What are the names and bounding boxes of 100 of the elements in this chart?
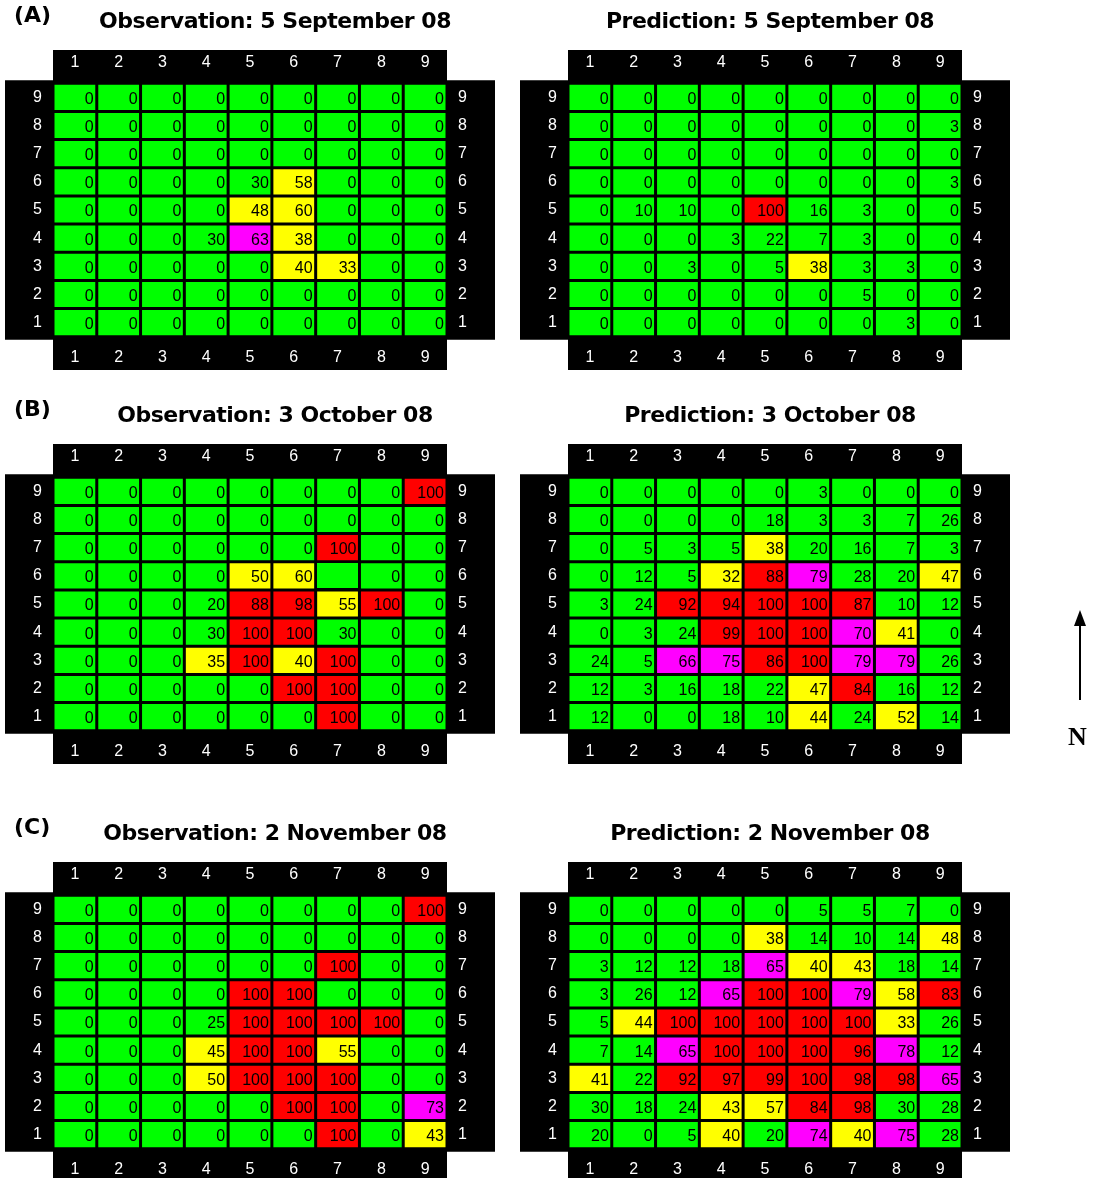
data-label: 18 (897, 958, 916, 976)
data-label: 0 (435, 1014, 445, 1032)
y-tick-label: 7 (548, 538, 558, 556)
data-label: 0 (435, 286, 445, 304)
data-label: 7 (906, 540, 916, 558)
y2-tick-label: 5 (458, 594, 467, 612)
data-label: 3 (862, 258, 872, 276)
data-label: 0 (128, 1042, 138, 1060)
data-label: 40 (853, 1127, 872, 1145)
data-label: 99 (722, 624, 741, 642)
y2-tick-label: 8 (973, 927, 982, 945)
y2-tick-label: 1 (973, 313, 982, 331)
data-label: 47 (941, 568, 960, 586)
x-tick-label: 9 (420, 865, 430, 883)
y2-tick-label: 7 (973, 956, 982, 974)
data-label: 3 (950, 117, 960, 135)
data-label: 0 (687, 901, 697, 919)
y-tick-label: 4 (548, 622, 558, 640)
category-label: 7 (848, 347, 858, 365)
category-label: 9 (935, 741, 945, 759)
y2-tick-label: 8 (458, 509, 467, 527)
text: N (1068, 722, 1087, 752)
data-label: 0 (216, 146, 226, 164)
data-label: 0 (128, 315, 138, 333)
category-label: 1 (585, 347, 595, 365)
data-label: 78 (897, 1042, 916, 1060)
data-label: 28 (941, 1127, 960, 1145)
data-label: 0 (303, 1127, 313, 1145)
x-tick-label: 1 (70, 865, 80, 883)
data-label: 26 (941, 511, 960, 529)
y-tick-label: 9 (548, 899, 558, 917)
data-label: 98 (853, 1098, 872, 1116)
y2-tick-label: 9 (973, 899, 982, 917)
data-label: 41 (590, 1070, 609, 1088)
x-tick-label: 1 (70, 53, 80, 71)
data-label: 100 (242, 1070, 269, 1088)
data-label: 0 (84, 652, 94, 670)
data-label: 100 (285, 624, 313, 642)
data-label: 0 (128, 1098, 138, 1116)
y2-tick-label: 8 (458, 115, 467, 133)
x-tick-label: 2 (629, 447, 639, 465)
data-label: 3 (599, 596, 609, 614)
data-label: 0 (950, 624, 960, 642)
y-tick-label: 3 (33, 650, 43, 668)
data-label: 0 (687, 929, 697, 947)
data-label: 0 (128, 1127, 138, 1145)
data-label: 65 (722, 986, 741, 1004)
data-label: 0 (906, 202, 916, 220)
y-tick-label: 1 (33, 313, 43, 331)
data-label: 40 (294, 652, 313, 670)
data-label: 0 (391, 258, 401, 276)
data-label: 0 (84, 568, 94, 586)
data-label: 12 (634, 958, 653, 976)
data-label: 0 (216, 1098, 226, 1116)
category-label: 3 (157, 1159, 167, 1177)
data-label: 79 (809, 568, 828, 586)
x-tick-label: 7 (333, 447, 343, 465)
data-label: 100 (800, 1042, 828, 1060)
category-label: 6 (289, 347, 299, 365)
data-label: 0 (599, 286, 609, 304)
data-label: 3 (731, 230, 741, 248)
y-tick-label: 7 (548, 144, 558, 162)
data-label: 0 (906, 89, 916, 107)
data-label: 0 (391, 89, 401, 107)
data-label: 45 (207, 1042, 226, 1060)
data-label: 0 (599, 929, 609, 947)
y2-tick-label: 8 (973, 115, 982, 133)
data-label: 0 (259, 958, 269, 976)
data-label: 100 (329, 1070, 357, 1088)
data-label: 0 (303, 146, 313, 164)
data-label: 73 (426, 1098, 445, 1116)
data-label: 0 (84, 929, 94, 947)
category-label: 7 (848, 1159, 858, 1177)
data-label: 0 (435, 929, 445, 947)
data-label: 100 (285, 1098, 313, 1116)
y2-tick-label: 3 (973, 1068, 982, 1086)
data-label: 0 (172, 709, 182, 727)
data-label: 0 (347, 483, 357, 501)
data-label: 0 (128, 652, 138, 670)
y2-tick-label: 1 (458, 1125, 467, 1143)
x-tick-label: 9 (420, 53, 430, 71)
x-tick-label: 3 (157, 53, 167, 71)
data-label: 26 (634, 986, 653, 1004)
data-label: 0 (731, 315, 741, 333)
data-label: 84 (853, 680, 872, 698)
data-label: 0 (84, 986, 94, 1004)
y2-tick-label: 6 (973, 984, 982, 1002)
data-label: 0 (216, 1127, 226, 1145)
data-label: 0 (172, 146, 182, 164)
data-label: 0 (599, 568, 609, 586)
data-label: 0 (347, 315, 357, 333)
data-label: 0 (128, 1014, 138, 1032)
data-label: 40 (722, 1127, 741, 1145)
data-label: 48 (941, 929, 960, 947)
data-label: 65 (941, 1070, 960, 1088)
data-label: 0 (391, 624, 401, 642)
data-label: 100 (417, 483, 445, 501)
data-label: 48 (251, 202, 269, 220)
data-label: 41 (897, 624, 916, 642)
x-tick-label: 3 (157, 447, 167, 465)
